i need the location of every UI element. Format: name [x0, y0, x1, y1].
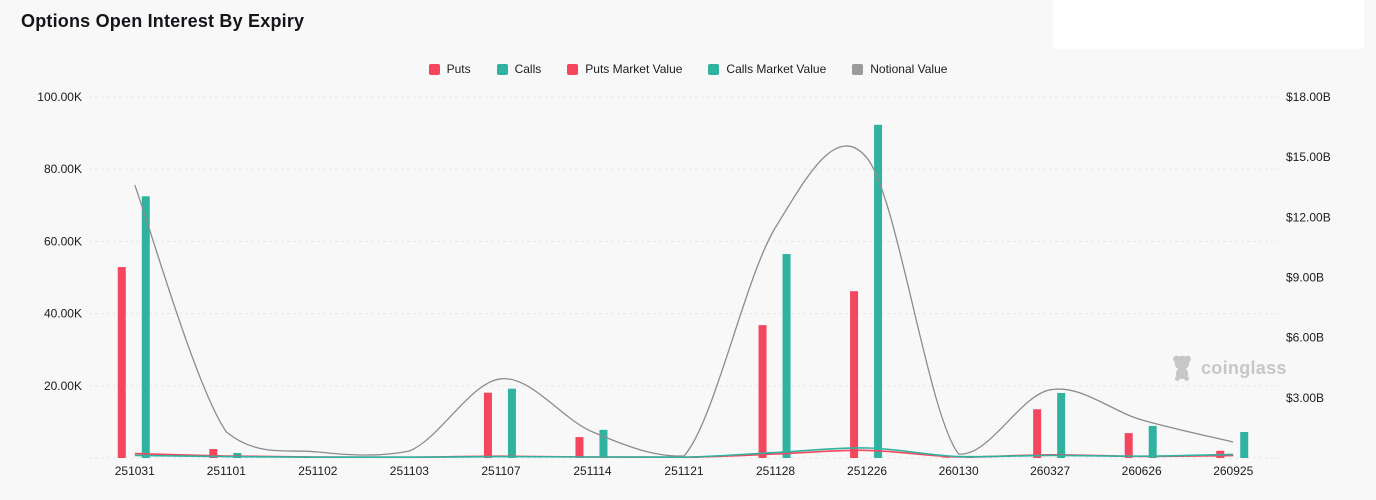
bar[interactable]: [758, 325, 767, 458]
top-right-panel: [1053, 0, 1364, 49]
chart-legend: Puts Calls Puts Market Value Calls Market V…: [0, 60, 1376, 78]
bar[interactable]: [1033, 409, 1042, 458]
x-axis-label: 260327: [1030, 464, 1070, 478]
calls-bars: [141, 124, 1249, 458]
gridlines: [89, 96, 1279, 459]
bar[interactable]: [141, 196, 150, 458]
axis-labels: 20.00K 40.00K 60.00K 80.00K 100.00K $3.00B $6.…: [37, 90, 1330, 478]
calls-market-value-line: [134, 447, 1234, 459]
bar[interactable]: [874, 124, 883, 458]
bar[interactable]: [941, 457, 950, 458]
legend-item-calls[interactable]: Calls: [496, 62, 542, 76]
bar[interactable]: [1124, 433, 1133, 458]
legend-item-calls-market-value[interactable]: Calls Market Value: [708, 62, 826, 76]
x-axis-label: 260130: [939, 464, 979, 478]
x-axis-label: 251031: [115, 464, 155, 478]
left-axis-tick: 80.00K: [44, 162, 82, 176]
legend-label: Calls: [514, 62, 542, 76]
legend-label: Puts: [446, 62, 471, 76]
x-axis-label: 251121: [664, 464, 703, 478]
x-axis-label: 251103: [390, 464, 429, 478]
legend-item-puts[interactable]: Puts: [428, 62, 471, 76]
legend-swatch-icon: [708, 63, 720, 75]
legend-swatch-icon: [496, 63, 508, 75]
right-axis-tick: $3.00B: [1286, 391, 1324, 405]
x-axis-label: 251128: [756, 464, 795, 478]
bar[interactable]: [117, 267, 126, 458]
x-axis-label: 260925: [1213, 464, 1253, 478]
page-title: Options Open Interest By Expiry: [21, 11, 305, 31]
left-axis-tick: 40.00K: [44, 307, 82, 321]
legend-label: Notional Value: [870, 62, 948, 76]
legend-item-notional-value[interactable]: Notional Value: [852, 62, 947, 76]
bar[interactable]: [599, 429, 608, 458]
x-axis-label: 251114: [573, 464, 612, 478]
x-axis-label: 251226: [847, 464, 887, 478]
bar[interactable]: [575, 437, 584, 458]
bar[interactable]: [1057, 393, 1066, 458]
legend-swatch-icon: [852, 63, 864, 75]
left-axis-tick: 20.00K: [44, 379, 82, 393]
right-axis-tick: $9.00B: [1286, 271, 1324, 285]
right-axis-tick: $18.00B: [1286, 90, 1331, 104]
bar[interactable]: [1148, 425, 1157, 458]
legend-label: Puts Market Value: [585, 62, 683, 76]
right-axis-tick: $12.00B: [1286, 210, 1331, 224]
bar[interactable]: [782, 254, 791, 458]
left-axis-tick: 60.00K: [44, 234, 82, 248]
x-axis-label: 251107: [481, 464, 520, 478]
left-axis-tick: 100.00K: [37, 90, 82, 104]
bar[interactable]: [209, 448, 218, 458]
right-axis-tick: $15.00B: [1286, 150, 1331, 164]
legend-swatch-icon: [567, 63, 579, 75]
bar[interactable]: [1240, 432, 1249, 458]
bar[interactable]: [850, 291, 859, 458]
legend-swatch-icon: [428, 63, 440, 75]
right-axis-tick: $6.00B: [1286, 331, 1324, 345]
x-axis-label: 260626: [1122, 464, 1162, 478]
notional-value-line: [134, 145, 1234, 457]
bar[interactable]: [507, 388, 516, 458]
x-axis-label: 251101: [207, 464, 246, 478]
legend-item-puts-market-value[interactable]: Puts Market Value: [567, 62, 682, 76]
x-axis-label: 251102: [298, 464, 337, 478]
bar[interactable]: [483, 392, 492, 458]
legend-label: Calls Market Value: [726, 62, 827, 76]
